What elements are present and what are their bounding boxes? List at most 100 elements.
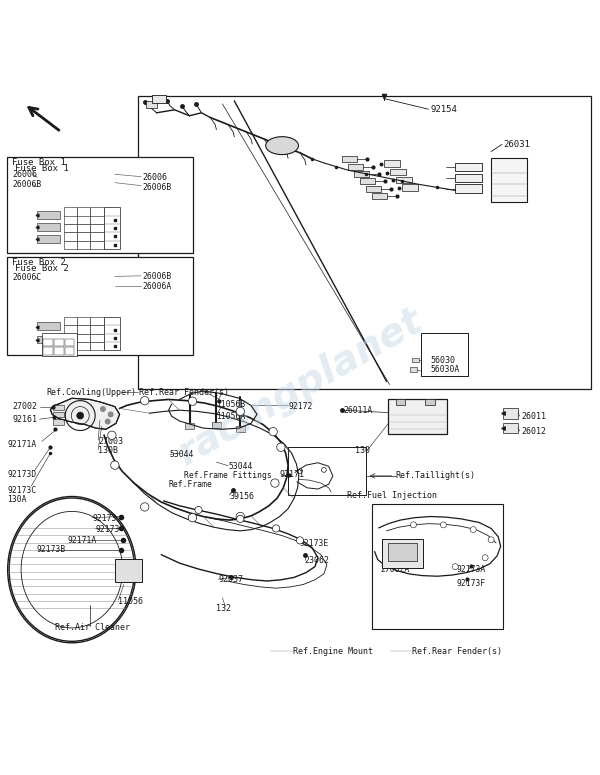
Text: 130A: 130A bbox=[7, 494, 27, 504]
Bar bbox=[64, 317, 77, 326]
Bar bbox=[455, 174, 482, 182]
Bar bbox=[77, 317, 91, 326]
Text: racingplanet: racingplanet bbox=[170, 301, 430, 474]
Circle shape bbox=[271, 479, 279, 487]
Bar bbox=[43, 347, 53, 355]
Bar bbox=[65, 339, 74, 346]
Bar bbox=[104, 207, 120, 249]
Circle shape bbox=[440, 522, 446, 528]
Text: Ref.Engine Mount: Ref.Engine Mount bbox=[293, 647, 373, 656]
Bar bbox=[64, 207, 77, 215]
Circle shape bbox=[140, 503, 149, 512]
Bar bbox=[64, 342, 77, 350]
Bar bbox=[37, 336, 60, 343]
Text: 92173F: 92173F bbox=[457, 579, 486, 588]
Bar bbox=[65, 347, 74, 355]
Bar bbox=[383, 160, 400, 167]
Bar bbox=[7, 157, 193, 253]
Bar bbox=[382, 539, 423, 568]
Text: 39156: 39156 bbox=[230, 491, 254, 501]
Bar bbox=[388, 399, 447, 434]
Circle shape bbox=[269, 428, 277, 436]
Text: 26006B: 26006B bbox=[142, 183, 172, 192]
Bar bbox=[77, 240, 91, 249]
Bar bbox=[77, 215, 91, 224]
Bar bbox=[77, 232, 91, 240]
Text: 92173A: 92173A bbox=[457, 565, 486, 574]
Bar bbox=[54, 347, 64, 355]
Bar bbox=[137, 96, 592, 389]
Bar bbox=[371, 504, 503, 629]
Circle shape bbox=[272, 525, 280, 532]
Bar bbox=[360, 178, 374, 184]
Circle shape bbox=[188, 514, 197, 522]
Circle shape bbox=[107, 431, 116, 439]
Text: 92173C: 92173C bbox=[7, 486, 37, 494]
Circle shape bbox=[107, 412, 113, 418]
Text: 56030A: 56030A bbox=[430, 365, 460, 374]
Circle shape bbox=[236, 512, 244, 521]
Text: 26006B: 26006B bbox=[142, 272, 172, 281]
Bar bbox=[53, 405, 64, 410]
Text: 92037: 92037 bbox=[218, 575, 243, 584]
Text: 26006: 26006 bbox=[142, 174, 167, 182]
Bar bbox=[491, 157, 527, 202]
Text: 130B: 130B bbox=[98, 446, 118, 455]
Text: Ref.Frame: Ref.Frame bbox=[169, 480, 212, 489]
Bar bbox=[288, 447, 365, 495]
Bar bbox=[455, 163, 482, 171]
Circle shape bbox=[482, 555, 488, 560]
Text: 26011A: 26011A bbox=[343, 405, 372, 415]
Text: Fuse Box 1: Fuse Box 1 bbox=[14, 164, 68, 173]
Text: 130: 130 bbox=[355, 446, 370, 455]
Text: 132: 132 bbox=[217, 604, 232, 613]
Bar bbox=[371, 193, 386, 198]
Bar bbox=[91, 240, 104, 249]
Bar bbox=[64, 224, 77, 232]
Circle shape bbox=[105, 418, 110, 425]
Bar bbox=[455, 184, 482, 193]
Bar bbox=[91, 207, 104, 215]
Bar bbox=[91, 326, 104, 334]
Text: Ref.Frame Fittings: Ref.Frame Fittings bbox=[184, 470, 272, 480]
Text: 92172: 92172 bbox=[288, 401, 313, 411]
Circle shape bbox=[236, 407, 244, 415]
Bar bbox=[395, 399, 405, 405]
Ellipse shape bbox=[9, 498, 134, 642]
Bar bbox=[421, 332, 469, 376]
Text: 92173: 92173 bbox=[92, 515, 116, 523]
Bar bbox=[503, 408, 518, 419]
Text: 11056: 11056 bbox=[118, 597, 143, 606]
Bar bbox=[365, 186, 380, 191]
Text: 92173E: 92173E bbox=[300, 539, 329, 549]
Text: 26006A: 26006A bbox=[142, 282, 172, 291]
Circle shape bbox=[452, 563, 458, 570]
Bar bbox=[77, 207, 91, 215]
Bar bbox=[503, 422, 518, 433]
Text: 26006: 26006 bbox=[12, 170, 37, 179]
Text: 92161: 92161 bbox=[12, 415, 37, 424]
Bar bbox=[91, 317, 104, 326]
Bar bbox=[42, 332, 77, 356]
Text: Ref.Air Cleaner: Ref.Air Cleaner bbox=[55, 623, 130, 632]
Text: 27003: 27003 bbox=[98, 437, 123, 446]
Text: 26031: 26031 bbox=[503, 140, 530, 149]
Circle shape bbox=[195, 506, 202, 514]
Bar bbox=[348, 164, 363, 170]
Bar bbox=[91, 215, 104, 224]
Text: 26006C: 26006C bbox=[12, 273, 41, 281]
Text: 23062: 23062 bbox=[304, 556, 329, 565]
Text: 26011: 26011 bbox=[521, 412, 546, 421]
Bar bbox=[342, 156, 357, 162]
Bar bbox=[104, 317, 120, 350]
Text: 53044: 53044 bbox=[170, 450, 194, 460]
Bar bbox=[64, 326, 77, 334]
Text: 26012: 26012 bbox=[521, 426, 546, 436]
Text: Ref.Taillight(s): Ref.Taillight(s) bbox=[395, 471, 476, 480]
Text: Ref.Fuel Injection: Ref.Fuel Injection bbox=[347, 491, 437, 500]
Circle shape bbox=[110, 461, 119, 470]
Circle shape bbox=[277, 443, 285, 451]
Circle shape bbox=[296, 537, 304, 544]
Text: 26006B: 26006B bbox=[12, 180, 41, 189]
Bar bbox=[64, 215, 77, 224]
